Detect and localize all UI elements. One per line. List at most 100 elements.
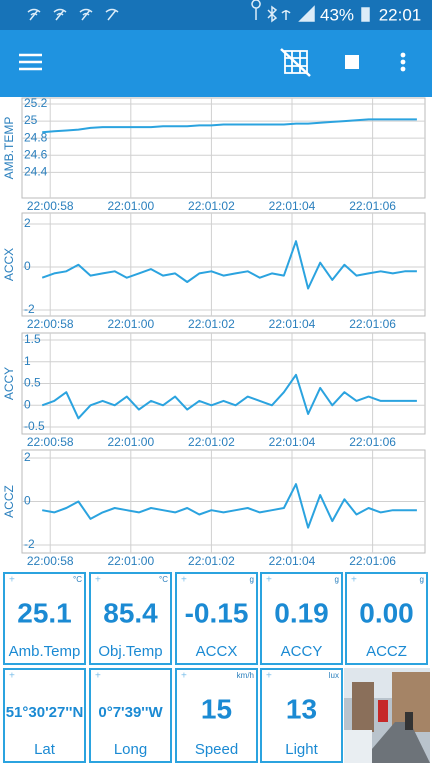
tile-value: 51°30'27''N <box>6 704 84 721</box>
tile-border <box>175 668 258 763</box>
tile-border <box>345 572 428 665</box>
tile-plus: + <box>95 671 101 682</box>
y-axis-label: ACCY <box>2 367 16 400</box>
overflow-menu-button[interactable] <box>400 52 406 72</box>
tile-unit: g <box>250 575 254 584</box>
tile-label: Speed <box>195 741 238 758</box>
tile-unit: °C <box>159 575 168 584</box>
y-tick-label: 24.6 <box>24 147 48 161</box>
tile-label: Light <box>285 741 318 758</box>
data-line <box>41 373 417 420</box>
sensor-tile[interactable]: + km/h 15 Speed <box>175 668 258 763</box>
tile-unit: °C <box>73 575 82 584</box>
x-tick-label: 22:00:58 <box>27 554 74 568</box>
tile-value: 25.1 <box>17 597 72 628</box>
tile-label: Amb.Temp <box>9 643 81 660</box>
x-tick-label: 22:01:06 <box>349 435 396 449</box>
x-tick-label: 22:01:04 <box>269 199 316 213</box>
status-bar <box>0 0 432 30</box>
y-axis-label: ACCZ <box>2 485 16 518</box>
stop-button[interactable] <box>345 55 359 69</box>
tiles: + °C 25.1 Amb.Temp + °C 85.4 Obj.Temp + g -0.15 ACC… <box>3 572 428 763</box>
x-tick-label: 22:00:58 <box>27 199 74 213</box>
y-tick-label: -0.5 <box>24 419 45 433</box>
camera-preview <box>344 668 430 763</box>
y-tick-label: 24.4 <box>24 165 48 179</box>
tile-plus: + <box>266 575 272 586</box>
tile-plus: + <box>181 575 187 586</box>
sensor-tile[interactable]: + g 0.00 ACCZ <box>345 572 428 665</box>
x-tick-label: 22:01:00 <box>107 317 154 331</box>
tile-label: Lat <box>34 741 56 758</box>
y-tick-label: 0.5 <box>24 376 41 390</box>
sensor-tile[interactable]: +0°7'39''W Long <box>89 668 172 763</box>
tile-plus: + <box>95 575 101 586</box>
battery-level: 43% <box>320 5 354 24</box>
tile-value: -0.15 <box>185 597 249 628</box>
y-tick-label: -2 <box>24 302 35 316</box>
tile-unit: lux <box>329 671 339 680</box>
y-tick-label: 0 <box>24 397 31 411</box>
y-axis-label: AMB.TEMP <box>2 117 16 180</box>
sensor-tile[interactable]: + °C 85.4 Obj.Temp <box>89 572 172 665</box>
data-line <box>41 240 417 290</box>
x-tick-label: 22:00:58 <box>27 435 74 449</box>
chart: -2 0 2 22:00:58 22:01:00 22:01:02 22:01:04 22:0… <box>2 212 426 331</box>
data-line <box>42 483 417 529</box>
x-tick-label: 22:01:02 <box>188 199 235 213</box>
tile-unit: g <box>420 575 424 584</box>
x-tick-label: 22:01:00 <box>107 554 154 568</box>
tile-border <box>89 572 172 665</box>
y-tick-label: 2 <box>24 216 31 230</box>
tile-label: ACCX <box>196 643 238 660</box>
chart: -2 0 2 22:00:58 22:01:00 22:01:02 22:01:04 22:0… <box>2 449 426 568</box>
y-tick-label: 24.8 <box>24 130 48 144</box>
x-tick-label: 22:01:06 <box>349 199 396 213</box>
y-tick-label: 1 <box>24 354 31 368</box>
tile-unit: km/h <box>237 671 254 680</box>
tile-value: 0.00 <box>359 597 414 628</box>
y-tick-label: 2 <box>24 450 31 464</box>
x-tick-label: 22:01:02 <box>188 317 235 331</box>
tile-plus: + <box>9 575 15 586</box>
y-tick-label: 0 <box>24 259 31 273</box>
sensor-tile[interactable]: + lux 13 Light <box>260 668 343 763</box>
tile-value: 85.4 <box>103 597 158 628</box>
tile-plus: + <box>266 671 272 682</box>
x-tick-label: 22:01:02 <box>188 435 235 449</box>
tile-value: 13 <box>286 693 317 724</box>
sensor-tile[interactable]: + °C 25.1 Amb.Temp <box>3 572 86 665</box>
x-tick-label: 22:00:58 <box>27 317 74 331</box>
x-tick-label: 22:01:06 <box>349 317 396 331</box>
x-tick-label: 22:01:04 <box>269 435 316 449</box>
tile-border <box>3 572 86 665</box>
menu-button[interactable] <box>19 53 42 71</box>
sensor-tile[interactable]: +51°30'27''N Lat <box>3 668 86 763</box>
y-tick-label: 1.5 <box>24 332 41 346</box>
sensor-tile[interactable]: + g -0.15 ACCX <box>175 572 258 665</box>
plot-frame <box>21 97 426 199</box>
tile-border <box>3 668 86 763</box>
tile-plus: + <box>9 671 15 682</box>
plot-frame <box>21 212 426 317</box>
tile-border <box>260 572 343 665</box>
y-tick-label: -2 <box>24 537 35 551</box>
grid-toggle-button[interactable] <box>280 48 311 77</box>
tile-value: 15 <box>201 693 232 724</box>
clock: 22:01 <box>379 5 422 24</box>
tile-label: ACCZ <box>366 643 407 660</box>
y-tick-label: 0 <box>24 494 31 508</box>
tile-value: 0.19 <box>274 597 329 628</box>
x-tick-label: 22:01:06 <box>349 554 396 568</box>
x-tick-label: 22:01:04 <box>269 317 316 331</box>
chart: -0.5 0 0.5 1 1.5 22:00:58 22:01:00 22:01:02 22:0… <box>2 332 426 449</box>
sensor-tile[interactable]: + g 0.19 ACCY <box>260 572 343 665</box>
tile-label: ACCY <box>281 643 323 660</box>
tile-border <box>89 668 172 763</box>
status-icons <box>27 0 370 23</box>
x-tick-label: 22:01:02 <box>188 554 235 568</box>
tile-label: Obj.Temp <box>98 643 162 660</box>
x-tick-label: 22:01:00 <box>107 435 154 449</box>
